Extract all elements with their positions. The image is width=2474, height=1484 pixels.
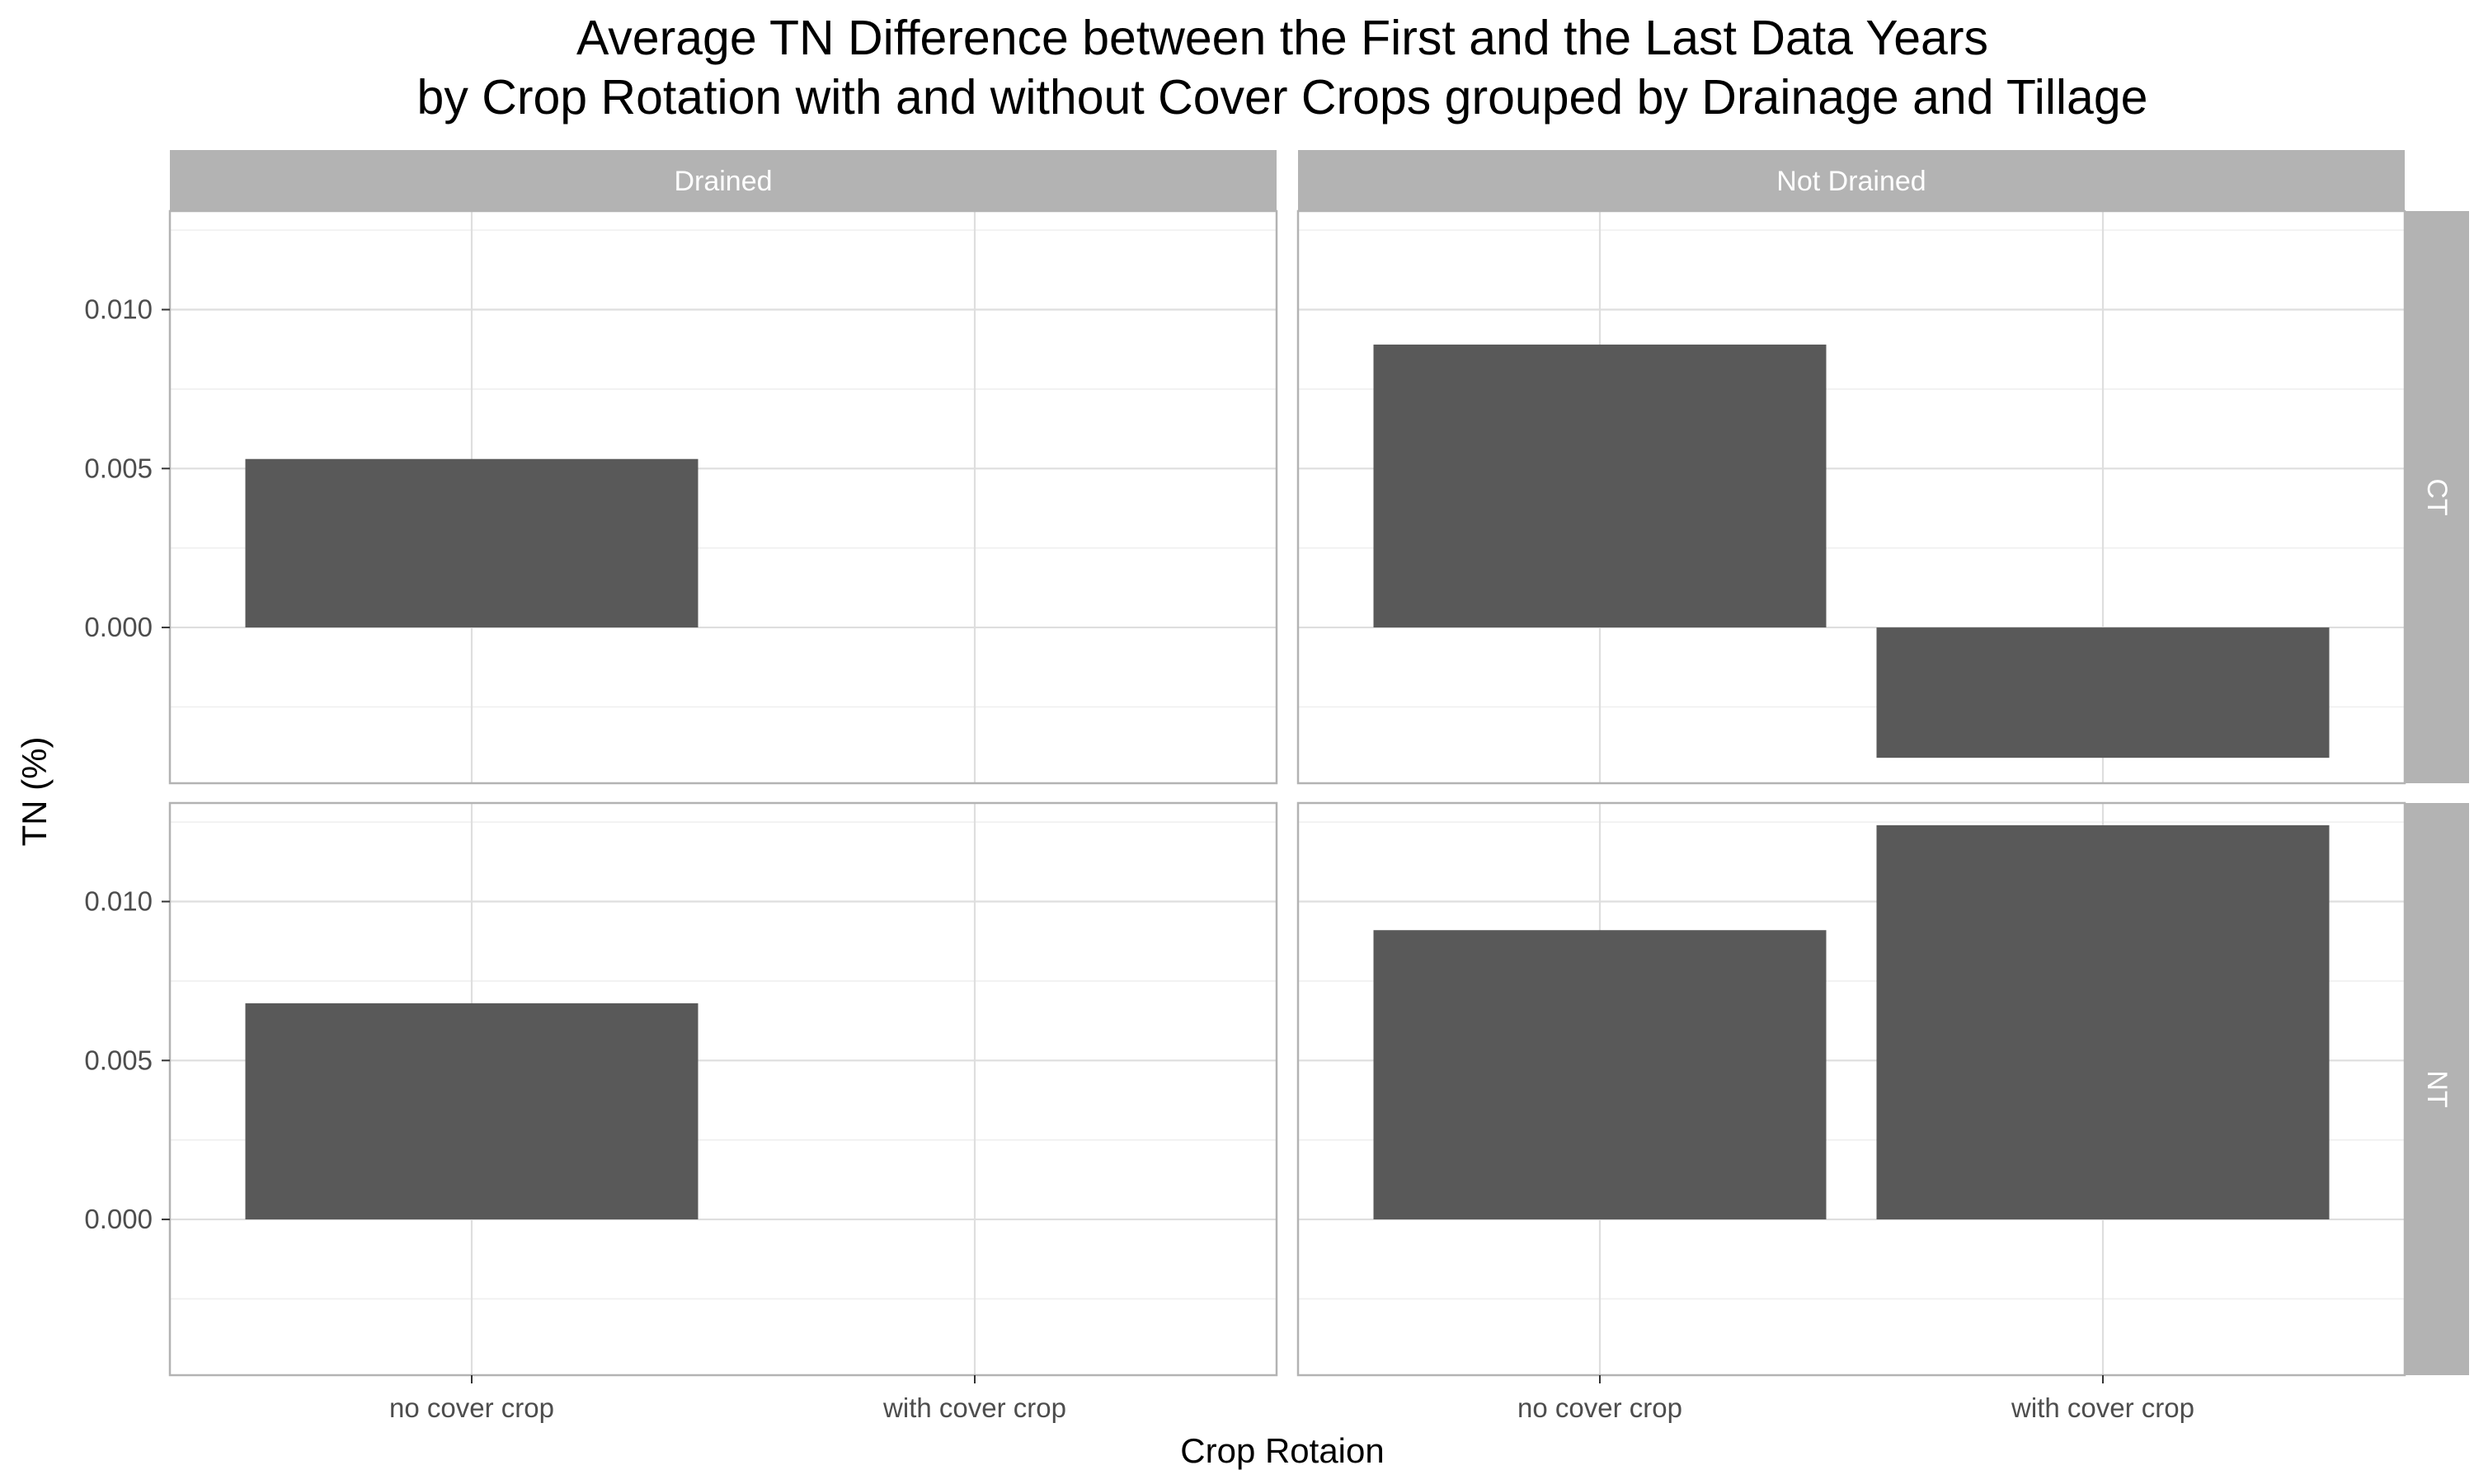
strip-ct	[2405, 211, 2469, 783]
bar-not-drained-nt-with-cover-crop	[1876, 824, 2330, 1220]
x-tick-label-drained: with cover crop	[882, 1392, 1066, 1423]
x-tick-label-not-drained: no cover crop	[1517, 1392, 1682, 1423]
strip-nt	[2405, 803, 2469, 1375]
x-axis-title: Crop Rotaion	[1180, 1431, 1384, 1470]
strip-not-drained	[1298, 150, 2405, 211]
chart-title-line-2: by Crop Rotation with and without Cover …	[417, 70, 2148, 124]
y-tick-label-nt: 0.010	[84, 886, 153, 917]
bar-not-drained-ct-with-cover-crop	[1876, 627, 2330, 758]
y-tick-label-ct: 0.000	[84, 612, 153, 642]
y-tick-label-ct: 0.005	[84, 453, 153, 483]
strip-label-not-drained: Not Drained	[1776, 166, 1926, 197]
x-tick-label-not-drained: with cover crop	[2011, 1392, 2194, 1423]
x-tick-label-drained: no cover crop	[389, 1392, 554, 1423]
y-tick-label-nt: 0.005	[84, 1045, 153, 1075]
strip-label-drained: Drained	[674, 166, 772, 197]
y-tick-label-ct: 0.010	[84, 294, 153, 325]
bar-not-drained-nt-no-cover-crop	[1373, 930, 1827, 1220]
bar-drained-nt-no-cover-crop	[245, 1003, 698, 1220]
bar-not-drained-ct-no-cover-crop	[1373, 344, 1827, 628]
strip-label-nt: NT	[2421, 1070, 2453, 1107]
chart-title-line-1: Average TN Difference between the First …	[576, 11, 1988, 65]
bar-drained-ct-no-cover-crop	[245, 458, 698, 628]
y-axis-title: TN (%)	[15, 737, 54, 847]
strip-label-ct: CT	[2421, 478, 2453, 515]
strip-drained	[170, 150, 1277, 211]
y-tick-label-nt: 0.000	[84, 1204, 153, 1234]
plot-area: Drained Not Drained CT NT 0.000 0.005 0.010 0.0…	[84, 150, 2469, 1423]
panel-border-drained-nt	[168, 801, 1278, 1377]
